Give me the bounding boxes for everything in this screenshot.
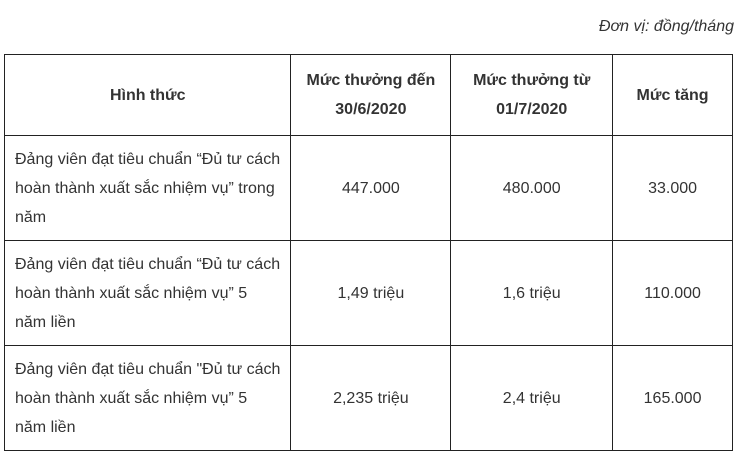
- cell-form: Đảng viên đạt tiêu chuẩn “Đủ tư cách hoà…: [3, 135, 292, 241]
- header-form: Hình thức: [3, 54, 292, 136]
- cell-reward-before: 2,235 triệu: [290, 345, 452, 451]
- reward-table: Hình thức Mức thưởng đến 30/6/2020 Mức t…: [3, 54, 733, 451]
- table-header-row: Hình thức Mức thưởng đến 30/6/2020 Mức t…: [3, 54, 733, 136]
- cell-form: Đảng viên đạt tiêu chuẩn "Đủ tư cách hoà…: [3, 345, 292, 451]
- cell-increase: 165.000: [612, 345, 733, 451]
- cell-reward-after: 2,4 triệu: [450, 345, 614, 451]
- table-row: Đảng viên đạt tiêu chuẩn “Đủ tư cách hoà…: [3, 240, 733, 346]
- cell-form: Đảng viên đạt tiêu chuẩn “Đủ tư cách hoà…: [3, 240, 292, 346]
- unit-note: Đơn vị: đồng/tháng: [598, 18, 734, 35]
- table-row: Đảng viên đạt tiêu chuẩn “Đủ tư cách hoà…: [3, 135, 733, 241]
- table-row: Đảng viên đạt tiêu chuẩn "Đủ tư cách hoà…: [3, 345, 733, 451]
- cell-reward-before: 447.000: [290, 135, 452, 241]
- cell-increase: 33.000: [612, 135, 733, 241]
- header-increase: Mức tăng: [612, 54, 733, 136]
- cell-reward-before: 1,49 triệu: [290, 240, 452, 346]
- cell-reward-after: 480.000: [450, 135, 614, 241]
- cell-reward-after: 1,6 triệu: [450, 240, 614, 346]
- header-reward-after: Mức thưởng từ 01/7/2020: [450, 54, 614, 136]
- cell-increase: 110.000: [612, 240, 733, 346]
- header-reward-before: Mức thưởng đến 30/6/2020: [290, 54, 452, 136]
